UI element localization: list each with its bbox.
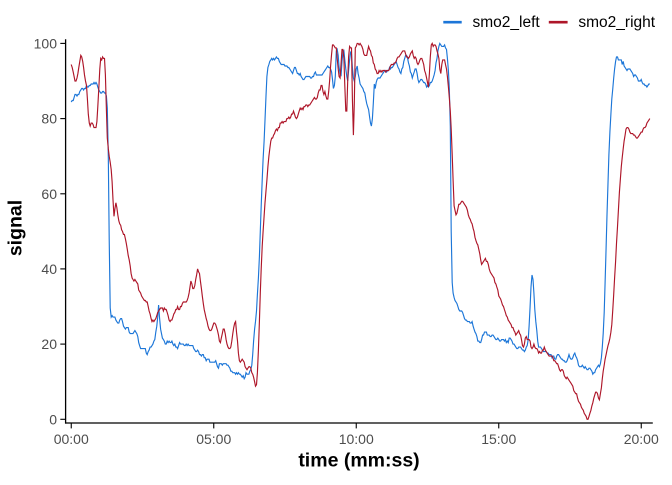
svg-text:10:00: 10:00 <box>339 431 374 447</box>
svg-text:signal: signal <box>5 200 27 256</box>
svg-text:80: 80 <box>41 111 57 127</box>
svg-text:00:00: 00:00 <box>54 431 89 447</box>
svg-text:smo2_right: smo2_right <box>578 14 655 31</box>
svg-text:0: 0 <box>49 411 57 427</box>
svg-text:60: 60 <box>41 186 57 202</box>
svg-text:100: 100 <box>34 35 58 51</box>
svg-text:smo2_left: smo2_left <box>473 14 541 31</box>
svg-text:05:00: 05:00 <box>196 431 231 447</box>
svg-text:20: 20 <box>41 336 57 352</box>
svg-text:time (mm:ss): time (mm:ss) <box>298 450 419 472</box>
svg-text:40: 40 <box>41 261 57 277</box>
svg-text:20:00: 20:00 <box>624 431 659 447</box>
svg-text:15:00: 15:00 <box>481 431 516 447</box>
